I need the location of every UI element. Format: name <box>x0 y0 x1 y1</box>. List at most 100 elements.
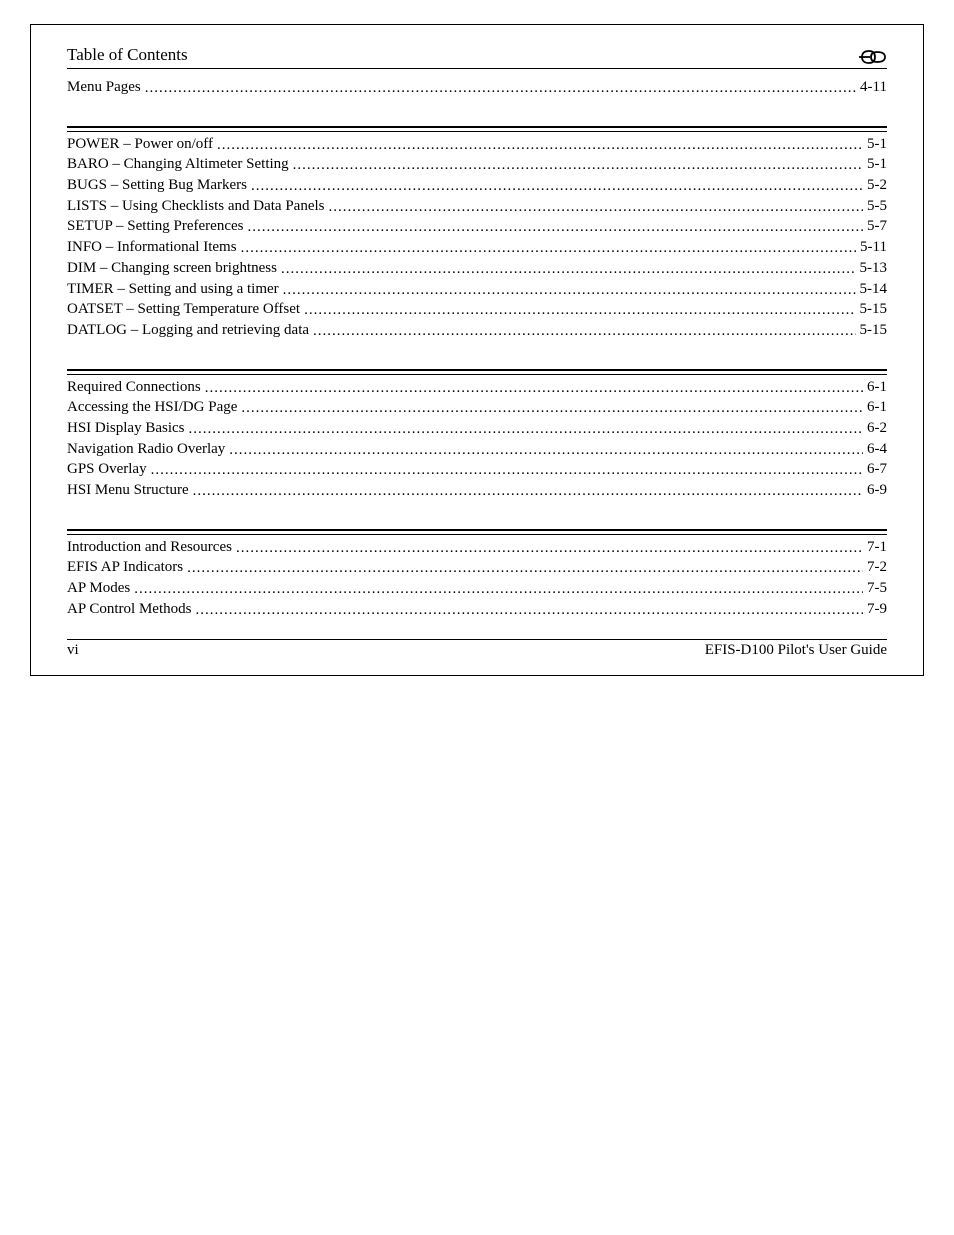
toc-leader <box>241 238 856 259</box>
toc-page: 5-13 <box>860 258 888 279</box>
toc-label: AP Control Methods <box>67 599 191 620</box>
toc-page: 6-9 <box>867 480 887 501</box>
footer-doc-title: EFIS-D100 Pilot's User Guide <box>705 642 887 659</box>
toc-leader <box>248 217 864 238</box>
toc-label: BARO – Changing Altimeter Setting <box>67 154 289 175</box>
toc-leader <box>205 378 863 399</box>
section-divider <box>67 529 887 531</box>
toc-entry: BARO – Changing Altimeter Setting 5-1 <box>67 154 887 175</box>
toc-label: OATSET – Setting Temperature Offset <box>67 299 300 320</box>
toc-label: DIM – Changing screen brightness <box>67 258 277 279</box>
section-divider <box>67 126 887 128</box>
toc-label: TIMER – Setting and using a timer <box>67 279 279 300</box>
toc-leader <box>193 481 863 502</box>
toc-label: Menu Pages <box>67 77 141 98</box>
toc-leader <box>293 155 863 176</box>
toc-page: 7-5 <box>867 578 887 599</box>
toc-entry: Navigation Radio Overlay 6-4 <box>67 439 887 460</box>
toc-label: INFO – Informational Items <box>67 237 237 258</box>
toc-leader <box>195 600 863 621</box>
header-title: Table of Contents <box>67 45 188 65</box>
toc-entry: LISTS – Using Checklists and Data Panels… <box>67 196 887 217</box>
toc-page: 5-11 <box>860 237 887 258</box>
toc-leader <box>217 135 863 156</box>
toc-leader <box>313 321 855 342</box>
toc-leader <box>151 460 863 481</box>
toc-page: 4-11 <box>860 77 887 98</box>
toc-page: 5-15 <box>860 320 888 341</box>
toc-entry: SETUP – Setting Preferences 5-7 <box>67 216 887 237</box>
toc-entry: POWER – Power on/off 5-1 <box>67 134 887 155</box>
toc-leader <box>281 259 856 280</box>
toc-label: Required Connections <box>67 377 201 398</box>
toc-section-4: Menu Pages 4-11 <box>67 77 887 98</box>
toc-leader <box>189 419 864 440</box>
toc-page: 6-1 <box>867 397 887 418</box>
toc-page: 5-1 <box>867 154 887 175</box>
section-divider-thin <box>67 534 887 535</box>
toc-section-5: POWER – Power on/off 5-1 BARO – Changing … <box>67 134 887 341</box>
toc-page: 5-2 <box>867 175 887 196</box>
page-frame: Table of Contents Menu Pages 4-11 POWER … <box>30 24 924 676</box>
toc-leader <box>134 579 863 600</box>
toc-label: GPS Overlay <box>67 459 147 480</box>
toc-entry: Required Connections 6-1 <box>67 377 887 398</box>
toc-page: 6-4 <box>867 439 887 460</box>
toc-entry: HSI Menu Structure 6-9 <box>67 480 887 501</box>
toc-leader <box>241 398 863 419</box>
toc-label: Introduction and Resources <box>67 537 232 558</box>
toc-entry: DIM – Changing screen brightness 5-13 <box>67 258 887 279</box>
section-divider <box>67 369 887 371</box>
toc-label: Accessing the HSI/DG Page <box>67 397 237 418</box>
toc-entry: Introduction and Resources 7-1 <box>67 537 887 558</box>
toc-leader <box>187 558 863 579</box>
toc-page: 7-1 <box>867 537 887 558</box>
toc-label: AP Modes <box>67 578 130 599</box>
toc-label: HSI Menu Structure <box>67 480 189 501</box>
toc-section-7: Introduction and Resources 7-1 EFIS AP In… <box>67 537 887 620</box>
toc-page: 6-7 <box>867 459 887 480</box>
toc-leader <box>283 280 856 301</box>
toc-page: 5-7 <box>867 216 887 237</box>
toc-leader <box>236 538 863 559</box>
toc-entry: AP Modes 7-5 <box>67 578 887 599</box>
page-header: Table of Contents <box>67 45 887 69</box>
footer-page-number: vi <box>67 642 79 659</box>
toc-leader <box>229 440 863 461</box>
toc-page: 5-1 <box>867 134 887 155</box>
toc-label: Navigation Radio Overlay <box>67 439 225 460</box>
toc-label: DATLOG – Logging and retrieving data <box>67 320 309 341</box>
toc-leader <box>328 197 863 218</box>
toc-section-6: Required Connections 6-1 Accessing the HS… <box>67 377 887 501</box>
toc-page: 7-9 <box>867 599 887 620</box>
toc-label: EFIS AP Indicators <box>67 557 183 578</box>
page-footer: vi EFIS-D100 Pilot's User Guide <box>67 642 887 659</box>
toc-entry: Menu Pages 4-11 <box>67 77 887 98</box>
toc-entry: AP Control Methods 7-9 <box>67 599 887 620</box>
toc-page: 5-15 <box>860 299 888 320</box>
page-sheet: Table of Contents Menu Pages 4-11 POWER … <box>0 0 954 1235</box>
toc-page: 5-5 <box>867 196 887 217</box>
toc-label: POWER – Power on/off <box>67 134 213 155</box>
toc-label: HSI Display Basics <box>67 418 185 439</box>
section-divider-thin <box>67 131 887 132</box>
toc-leader <box>251 176 863 197</box>
footer-rule <box>67 639 887 640</box>
toc-label: LISTS – Using Checklists and Data Panels <box>67 196 324 217</box>
toc-label: BUGS – Setting Bug Markers <box>67 175 247 196</box>
toc-entry: Accessing the HSI/DG Page 6-1 <box>67 397 887 418</box>
toc-entry: BUGS – Setting Bug Markers 5-2 <box>67 175 887 196</box>
toc-entry: HSI Display Basics 6-2 <box>67 418 887 439</box>
toc-label: SETUP – Setting Preferences <box>67 216 244 237</box>
toc-page: 6-2 <box>867 418 887 439</box>
toc-entry: DATLOG – Logging and retrieving data 5-15 <box>67 320 887 341</box>
toc-leader <box>304 300 855 321</box>
toc-page: 5-14 <box>860 279 888 300</box>
section-divider-thin <box>67 374 887 375</box>
toc-page: 6-1 <box>867 377 887 398</box>
toc-entry: INFO – Informational Items 5-11 <box>67 237 887 258</box>
toc-leader <box>145 78 856 99</box>
toc-entry: GPS Overlay 6-7 <box>67 459 887 480</box>
toc-page: 7-2 <box>867 557 887 578</box>
brand-logo-icon <box>857 49 887 65</box>
